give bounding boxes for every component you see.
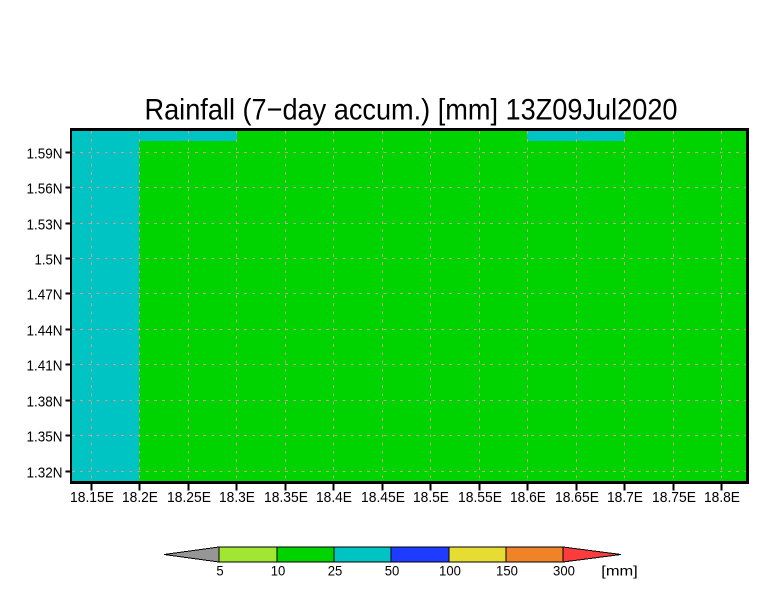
svg-text:150: 150 — [496, 563, 518, 579]
svg-text:1.32N: 1.32N — [27, 464, 63, 481]
svg-text:1.44N: 1.44N — [27, 322, 63, 339]
svg-text:18.45E: 18.45E — [361, 489, 405, 506]
svg-text:1.59N: 1.59N — [27, 145, 63, 162]
svg-text:18.6E: 18.6E — [510, 489, 546, 506]
svg-text:1.41N: 1.41N — [27, 357, 63, 374]
svg-text:18.7E: 18.7E — [607, 489, 643, 506]
svg-text:18.75E: 18.75E — [652, 489, 696, 506]
svg-text:18.8E: 18.8E — [704, 489, 740, 506]
svg-text:18.25E: 18.25E — [167, 489, 211, 506]
svg-text:1.38N: 1.38N — [27, 393, 63, 410]
svg-text:1.47N: 1.47N — [27, 286, 63, 303]
svg-text:5: 5 — [216, 563, 223, 579]
svg-text:1.5N: 1.5N — [35, 251, 63, 268]
svg-text:300: 300 — [553, 563, 575, 579]
svg-text:[mm]: [mm] — [601, 563, 638, 579]
svg-text:18.3E: 18.3E — [219, 489, 255, 506]
svg-text:18.5E: 18.5E — [413, 489, 449, 506]
svg-text:18.55E: 18.55E — [458, 489, 502, 506]
svg-text:25: 25 — [328, 563, 343, 579]
svg-text:50: 50 — [385, 563, 400, 579]
svg-text:18.15E: 18.15E — [70, 489, 114, 506]
svg-text:18.2E: 18.2E — [122, 489, 158, 506]
svg-text:1.56N: 1.56N — [27, 180, 63, 197]
svg-text:Rainfall (7−day accum.) [mm] 1: Rainfall (7−day accum.) [mm] 13Z09Jul202… — [145, 94, 678, 127]
svg-text:18.65E: 18.65E — [555, 489, 599, 506]
svg-text:18.4E: 18.4E — [316, 489, 352, 506]
svg-text:18.35E: 18.35E — [264, 489, 308, 506]
svg-text:1.35N: 1.35N — [27, 428, 63, 445]
svg-text:10: 10 — [271, 563, 286, 579]
svg-text:1.53N: 1.53N — [27, 216, 63, 233]
svg-text:100: 100 — [439, 563, 461, 579]
